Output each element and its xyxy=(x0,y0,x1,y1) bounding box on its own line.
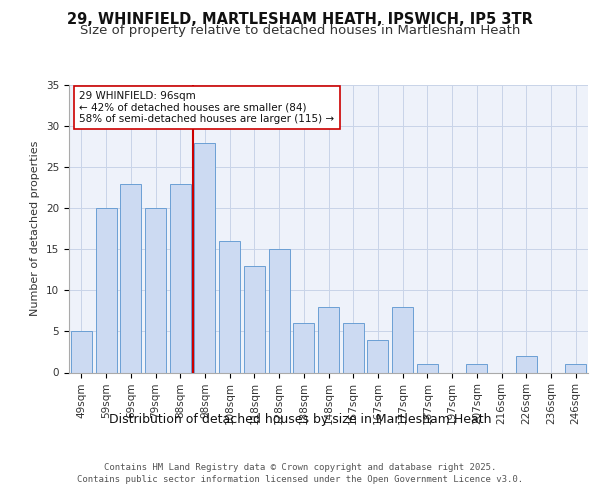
Bar xyxy=(565,364,586,372)
Text: Contains HM Land Registry data © Crown copyright and database right 2025.: Contains HM Land Registry data © Crown c… xyxy=(104,462,496,471)
Bar xyxy=(417,364,438,372)
Text: Distribution of detached houses by size in Martlesham Heath: Distribution of detached houses by size … xyxy=(109,412,491,426)
Bar xyxy=(120,184,141,372)
Bar xyxy=(170,184,191,372)
Bar xyxy=(367,340,388,372)
Bar xyxy=(318,307,339,372)
Bar xyxy=(516,356,537,372)
Bar xyxy=(145,208,166,372)
Bar xyxy=(95,208,116,372)
Bar xyxy=(392,307,413,372)
Bar xyxy=(343,323,364,372)
Text: Contains public sector information licensed under the Open Government Licence v3: Contains public sector information licen… xyxy=(77,475,523,484)
Bar xyxy=(71,332,92,372)
Text: 29 WHINFIELD: 96sqm
← 42% of detached houses are smaller (84)
58% of semi-detach: 29 WHINFIELD: 96sqm ← 42% of detached ho… xyxy=(79,91,335,124)
Text: 29, WHINFIELD, MARTLESHAM HEATH, IPSWICH, IP5 3TR: 29, WHINFIELD, MARTLESHAM HEATH, IPSWICH… xyxy=(67,12,533,28)
Bar xyxy=(466,364,487,372)
Bar xyxy=(293,323,314,372)
Bar xyxy=(244,266,265,372)
Text: Size of property relative to detached houses in Martlesham Heath: Size of property relative to detached ho… xyxy=(80,24,520,37)
Bar xyxy=(219,241,240,372)
Y-axis label: Number of detached properties: Number of detached properties xyxy=(31,141,40,316)
Bar xyxy=(194,142,215,372)
Bar xyxy=(269,250,290,372)
